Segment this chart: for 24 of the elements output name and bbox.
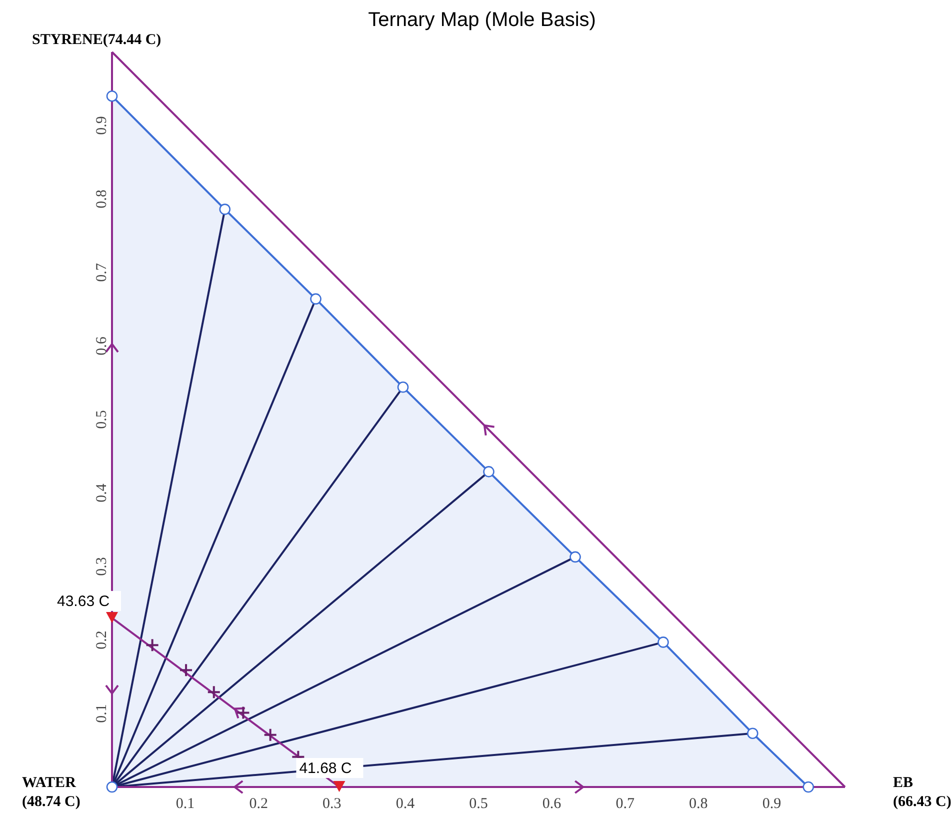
y-tick-label: 0.9	[94, 116, 110, 135]
x-tick-label: 0.5	[469, 796, 488, 812]
x-tick-label: 0.7	[616, 796, 635, 812]
y-tick-label: 0.8	[94, 190, 110, 208]
x-tick-label: 0.6	[542, 796, 562, 812]
chart-title: Ternary Map (Mole Basis)	[368, 9, 596, 31]
x-tick-label: 0.4	[396, 796, 416, 812]
y-tick-label: 0.7	[94, 262, 110, 282]
text: WATER (48.74 C)	[22, 775, 80, 810]
x-tick-label: 0.3	[322, 796, 342, 812]
text: STYRENE(74.44 C)	[32, 32, 162, 48]
x-tick-label: 0.8	[689, 796, 708, 812]
x-tick-label: 0.1	[176, 796, 195, 812]
annotation: 43.63 C	[57, 592, 110, 610]
x-tick-label: 0.2	[249, 796, 268, 812]
annotation: 41.68 C	[299, 760, 352, 777]
y-tick-label: 0.3	[94, 557, 110, 576]
y-tick-label: 0.5	[94, 410, 110, 429]
y-tick-label: 0.1	[94, 704, 110, 723]
y-tick-label: 0.6	[94, 336, 110, 356]
text: EB (66.43 C)	[893, 775, 952, 810]
x-tick-label: 0.9	[762, 796, 782, 812]
y-tick-label: 0.2	[94, 630, 110, 650]
y-tick-label: 0.4	[94, 483, 110, 502]
